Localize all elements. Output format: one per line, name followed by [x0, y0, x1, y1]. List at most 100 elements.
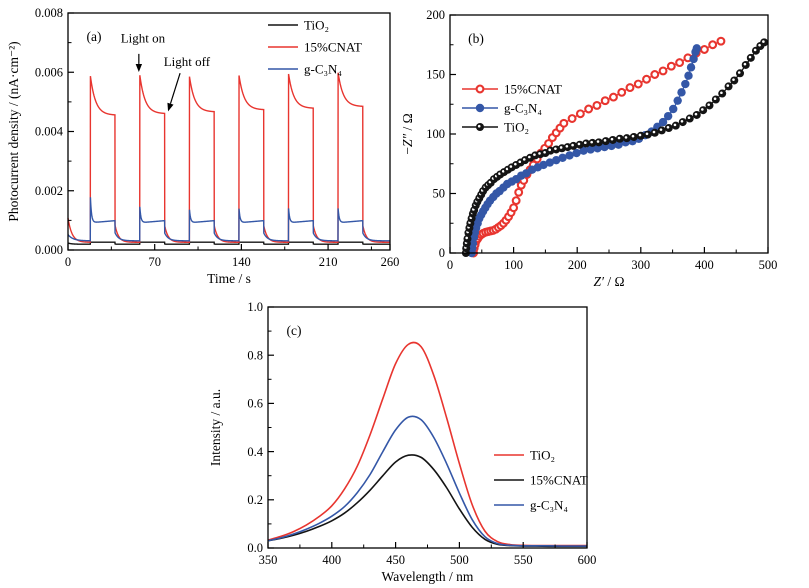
marker-highlight [687, 116, 691, 120]
curve-cnat15 [67, 72, 390, 243]
panel-b-nyquist-chart: 0 100 200 300 400 500 0 50 100 150 200 Z′ / Ω −Z″ / … [400, 8, 777, 289]
y-axis-label: Intensity / a.u. [208, 389, 223, 466]
x-tick-label: 400 [695, 258, 714, 272]
marker-highlight [701, 108, 704, 111]
marker-circle [692, 44, 701, 53]
marker-highlight [652, 130, 656, 134]
plot-frame [449, 14, 769, 254]
y-tick-label: 0.004 [35, 125, 64, 139]
legend-label: 15%CNAT [304, 39, 362, 54]
legend-label: TiO₂ [530, 447, 555, 462]
marker-open-circle [708, 40, 718, 50]
marker-open-circle [617, 87, 627, 97]
marker-highlight [645, 132, 649, 136]
legend-b: 15%CNAT g-C₃N₄ TiO₂ [462, 81, 562, 134]
marker-open-circle [544, 139, 554, 148]
marker-circle [689, 54, 698, 64]
y-tick-label: 0.006 [35, 65, 63, 79]
annotation-arrowhead [167, 102, 174, 112]
x-tick-label: 0 [65, 255, 71, 269]
marker-highlight [762, 40, 765, 43]
legend-label: TiO₂ [504, 119, 529, 134]
marker-highlight [610, 137, 614, 141]
marker-highlight [713, 97, 717, 100]
x-tick-label: 400 [322, 553, 341, 567]
marker-highlight [559, 146, 563, 149]
legend-item-cnat15: 15%CNAT [494, 472, 588, 487]
axes-b: 0 100 200 300 400 500 0 50 100 150 200 Z′ / Ω −Z″ / … [400, 8, 777, 289]
marker-highlight [509, 165, 513, 168]
annotation-text: Light off [164, 54, 211, 69]
marker-highlight [638, 133, 642, 137]
marker-circle [558, 153, 567, 162]
marker-open-circle [509, 203, 519, 213]
marker-open-circle [633, 79, 643, 89]
legend-item-tio2: TiO₂ [462, 119, 529, 134]
marker-circle [572, 148, 581, 158]
legend-label: 15%CNAT [504, 81, 562, 96]
marker-open-circle [567, 114, 577, 123]
marker-highlight [577, 142, 581, 146]
legend-item-gc3n4: g-C₃N₄ [268, 61, 342, 76]
marker-highlight [477, 124, 481, 128]
legend-label: g-C₃N₄ [504, 100, 542, 115]
markers-tio2 [461, 38, 769, 257]
panel-tag: (c) [287, 323, 302, 338]
panel-tag: (b) [468, 31, 484, 46]
x-tick-label: 500 [759, 258, 778, 272]
marker-circle [684, 71, 693, 80]
y-tick-label: 0.002 [35, 184, 63, 198]
marker-open-circle [514, 187, 524, 197]
y-tick-label: 0.8 [247, 348, 263, 362]
marker-circle [539, 160, 548, 170]
marker-highlight [584, 141, 587, 145]
marker-highlight [732, 78, 735, 81]
x-axis-label: Wavelength / nm [382, 569, 474, 584]
marker-highlight [737, 71, 741, 74]
y-tick-label: 100 [426, 127, 445, 141]
curve-tio2 [267, 341, 587, 547]
marker-highlight [753, 48, 757, 52]
y-tick-label: 50 [433, 187, 446, 201]
legend-label: g-C₃N₄ [530, 497, 568, 512]
curve-tio2 [67, 241, 390, 245]
marker-highlight [666, 125, 670, 129]
plot-area-b [461, 36, 769, 258]
marker-highlight [538, 152, 541, 155]
marker-highlight [528, 155, 531, 159]
marker-open-circle [575, 109, 585, 119]
marker-highlight [748, 55, 752, 59]
y-tick-label: 1.0 [247, 300, 263, 314]
marker-highlight [596, 140, 600, 143]
marker-highlight [522, 158, 526, 161]
x-tick-label: 200 [568, 258, 587, 272]
marker-circle [658, 117, 668, 127]
annotation-arrow-line [169, 72, 181, 104]
legend-label: TiO₂ [304, 17, 329, 32]
x-tick-label: 70 [148, 255, 161, 269]
annotation-light-on: Light on [121, 31, 166, 72]
marker-highlight [659, 128, 663, 131]
marker-circle [565, 151, 574, 160]
x-axis-label: Time / s [207, 271, 251, 286]
x-tick-label: 260 [381, 255, 400, 269]
marker-open-circle [559, 118, 569, 128]
marker-circle [677, 88, 686, 97]
marker-highlight [565, 144, 569, 148]
marker-circle [586, 145, 595, 154]
legend-item-tio2: TiO₂ [494, 447, 555, 462]
x-tick-label: 210 [319, 255, 338, 269]
marker-highlight [680, 120, 684, 123]
marker-highlight [758, 43, 761, 47]
y-axis-label: −Z″ / Ω [400, 113, 415, 154]
marker-highlight [603, 139, 607, 142]
y-tick-label: 0.6 [247, 397, 263, 411]
legend-item-gc3n4: g-C₃N₄ [494, 497, 568, 512]
x-tick-label: 500 [450, 553, 469, 567]
legend-label: 15%CNAT [530, 472, 588, 487]
marker-circle [686, 63, 696, 72]
marker-open-circle [650, 70, 660, 79]
markers-gc3n4 [467, 44, 701, 258]
panel-a-photocurrent-chart: 0 70 140 210 260 0.000 0.002 0.004 0.006 0.008 Tim… [6, 6, 400, 286]
panel-c-pl-spectra-chart: 350 400 450 500 550 600 0.0 0.2 0.4 0.6 0.8 1.0 Wave… [208, 300, 596, 584]
